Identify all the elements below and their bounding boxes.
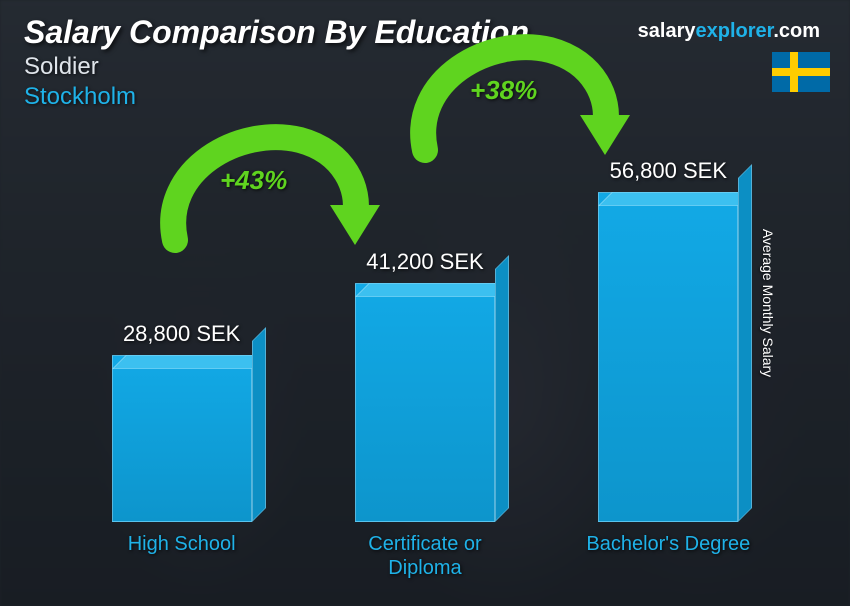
sweden-flag-icon	[772, 52, 830, 92]
content-layer: Salary Comparison By Education Soldier S…	[0, 0, 850, 606]
increase-percent-label: +43%	[220, 165, 287, 196]
bar-side-face	[738, 164, 752, 522]
bar-3d	[598, 192, 738, 522]
bar-front-face	[355, 283, 495, 522]
bar-side-face	[252, 327, 266, 522]
bar-group: 28,800 SEK High School	[87, 321, 277, 580]
brand-part1: salary	[638, 20, 696, 42]
bar-3d	[355, 283, 495, 522]
increase-arrow: +43%	[150, 120, 390, 265]
bar-front-face	[598, 192, 738, 522]
bar-top-face	[355, 283, 509, 297]
bar-value: 28,800 SEK	[123, 321, 240, 347]
brand-part2: explorer	[695, 20, 773, 42]
bar-top-face	[598, 192, 752, 206]
bar-top-face	[112, 355, 266, 369]
bar-front-face	[112, 355, 252, 522]
bar-3d	[112, 355, 252, 522]
bar-group: 56,800 SEKBachelor's Degree	[573, 158, 763, 580]
bar-label: Bachelor's Degree	[586, 532, 750, 580]
bar-group: 41,200 SEKCertificate or Diploma	[330, 249, 520, 580]
bar-side-face	[495, 255, 509, 522]
increase-arrow: +38%	[400, 30, 640, 175]
bar-label: Certificate or Diploma	[330, 532, 520, 580]
brand-logo: salaryexplorer.com	[638, 20, 820, 43]
brand-part3: .com	[773, 20, 820, 42]
increase-percent-label: +38%	[470, 75, 537, 106]
bar-label: High School	[128, 532, 236, 580]
